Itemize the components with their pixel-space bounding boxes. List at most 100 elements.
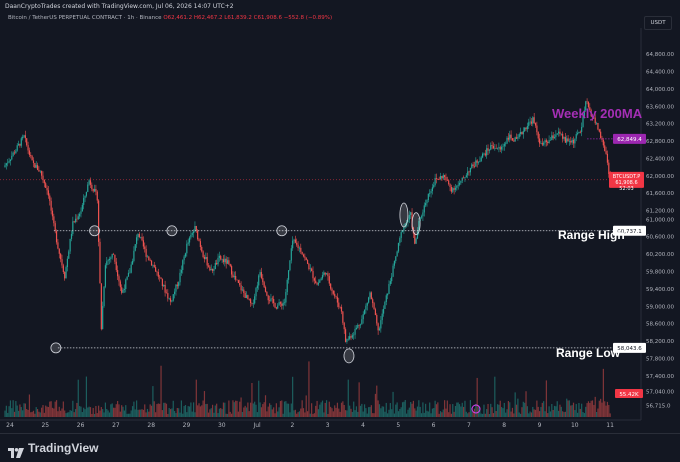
volume-bar [83,407,85,417]
volume-bar [543,401,545,417]
y-tick-label: 60,200.00 [646,252,674,258]
volume-bar [70,410,73,417]
volume-bar [55,400,58,417]
volume-bar [84,409,86,417]
volume-bar [233,402,235,417]
x-tick-label: 30 [218,422,226,429]
volume-bar [604,401,606,417]
candle-body [479,161,481,163]
volume-bar [555,406,557,417]
volume-bar [463,406,465,417]
x-tick-label: 6 [432,422,436,429]
volume-bar [564,411,566,417]
candle-body [155,267,157,272]
candle-body [15,150,17,154]
candle-body [260,272,263,279]
candle-body [259,272,261,276]
volume-bar [168,407,170,417]
candle-body [84,195,86,198]
candle-body [594,117,596,124]
candle-body [182,260,184,270]
volume-bar [477,405,480,417]
candle-body [319,280,321,283]
x-tick-label: 7 [467,422,471,429]
volume-bar [187,406,189,417]
candle-body [254,296,256,304]
candle-body [534,123,537,126]
volume-bar [482,413,484,417]
candle-body [575,134,577,139]
volume-bar [254,401,256,417]
volume-bar [156,404,158,417]
candle-body [100,283,102,330]
volume-bar [51,407,54,417]
candle-body [529,121,531,123]
candle-body [103,286,105,307]
volume-bar [576,412,579,417]
candle-body [83,197,85,205]
candle-body [515,137,518,139]
volume-bar [568,400,571,417]
candle-body [304,256,306,258]
candle-body [492,145,495,149]
volume-bar [218,408,220,417]
candle-body [42,175,44,180]
candle-body [321,275,324,279]
candle-body [4,165,6,168]
volume-bar [129,413,131,417]
candle-body [464,177,466,179]
candle-body [327,273,329,277]
candle-body [312,271,314,279]
currency-button[interactable]: USDT [644,16,672,30]
candle-body [380,320,382,329]
candle-body [179,272,181,283]
candle-body [396,251,398,257]
candle-body [87,184,89,192]
volume-bar [20,407,22,417]
candle-body [137,234,139,238]
volume-bar [529,411,531,417]
x-tick-label: 9 [538,422,542,429]
candle-body [439,176,442,180]
y-tick-label: 56,715.0 [646,404,671,410]
candle-body [130,264,132,273]
symbol-name: Bitcoin / TetherUS PERPETUAL CONTRACT · … [8,15,162,21]
candle-body [311,268,313,272]
candle-body [566,138,568,143]
candle-body [593,116,595,118]
volume-bar [255,404,257,417]
candle-body [456,185,458,188]
candle-body [163,284,165,286]
volume-bar [77,379,79,417]
volume-bar [193,402,195,417]
volume-bar [13,411,16,417]
volume-bar [312,413,314,417]
candle-body [496,148,499,149]
candle-body [146,256,149,258]
tradingview-logo[interactable]: TradingView [8,441,98,458]
volume-bar [400,407,402,417]
candle-body [175,284,177,292]
volume-bar [426,410,428,417]
volume-bar [60,410,62,417]
candle-body [199,241,201,247]
volume-bar [548,406,550,417]
candle-body [122,289,124,293]
volume-bar [437,402,439,417]
candle-body [537,132,539,139]
volume-bar [384,411,386,417]
volume-bar [87,407,89,417]
candle-body [325,273,328,275]
candle-body [429,193,431,194]
range-touch-marker [50,342,62,354]
candle-body [207,265,210,267]
candle-body [357,324,359,328]
candle-body [102,306,104,330]
volume-bar [581,403,583,417]
candle-body [39,170,41,172]
volume-bar [449,404,451,417]
candle-body [217,257,219,265]
volume-bar [157,403,159,417]
volume-bar [268,403,271,417]
